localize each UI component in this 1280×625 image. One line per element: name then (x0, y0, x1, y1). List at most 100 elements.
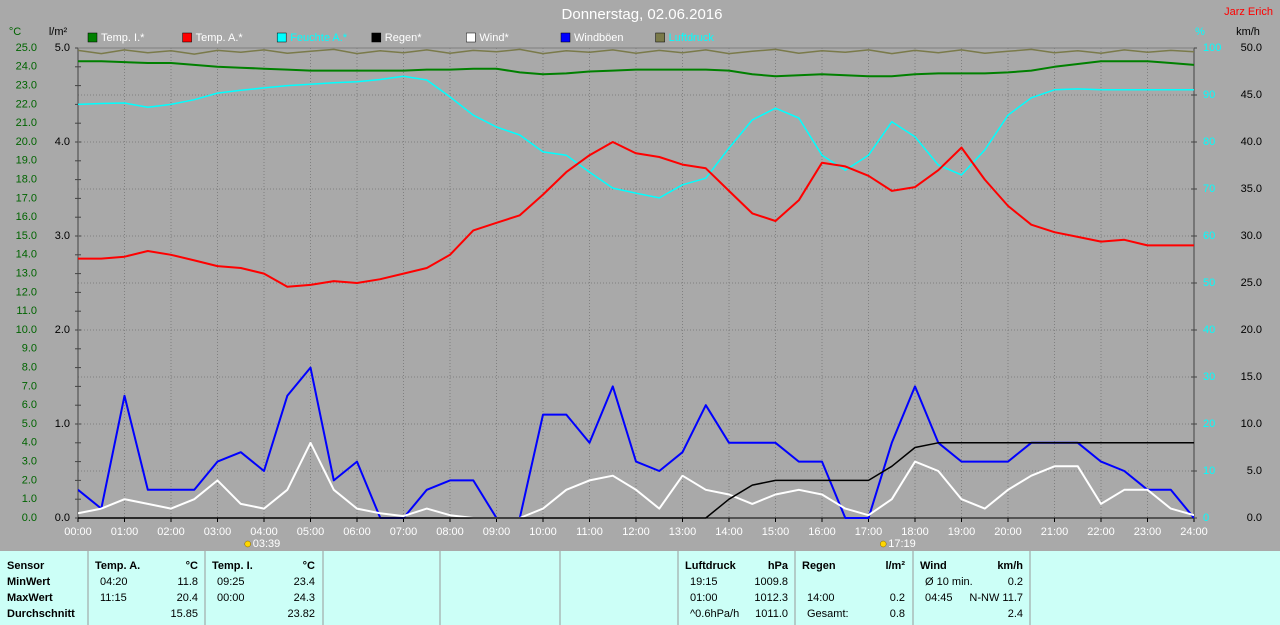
column-header: Wind (920, 560, 947, 572)
x-tick-label: 14:00 (715, 526, 743, 538)
y-tick-label: 21.0 (16, 117, 37, 129)
x-tick-label: 13:00 (669, 526, 697, 538)
x-tick-label: 07:00 (390, 526, 418, 538)
y-tick-label: 0.0 (55, 512, 70, 524)
x-tick-label: 17:00 (855, 526, 883, 538)
table-cell: 04:45 (925, 592, 953, 604)
table-cell: 1009.8 (754, 576, 788, 588)
series-line (78, 60, 1194, 78)
series-line (78, 366, 1194, 519)
table-cell: 1011.0 (755, 608, 788, 620)
column-unit: hPa (768, 560, 789, 572)
legend-label: Luftdruck (669, 32, 715, 44)
y-tick-label: 30 (1203, 371, 1215, 383)
table-cell: 00:00 (217, 592, 245, 604)
series-line (78, 75, 1194, 199)
table-cell: 23.4 (294, 576, 315, 588)
sun-marker (244, 540, 251, 548)
y-tick-label: 19.0 (16, 155, 37, 167)
x-tick-label: 18:00 (901, 526, 929, 538)
x-tick-label: 16:00 (808, 526, 836, 538)
y-tick-label: 1.0 (55, 418, 70, 430)
y-tick-label: 40.0 (1241, 136, 1262, 148)
table-cell: 15.85 (170, 608, 198, 620)
x-tick-label: 04:00 (250, 526, 278, 538)
y-tick-label: 90 (1203, 89, 1215, 101)
table-cell: 01:00 (690, 592, 718, 604)
legend-label: Feuchte A.* (290, 32, 348, 44)
y-tick-label: 5.0 (55, 42, 70, 54)
x-tick-label: 08:00 (436, 526, 464, 538)
table-cell: ^0.6hPa/h (690, 608, 739, 620)
x-tick-label: 06:00 (343, 526, 371, 538)
axis-unit: % (1195, 26, 1205, 38)
table-cell: 20.4 (177, 592, 198, 604)
legend-label: Windböen (574, 32, 624, 44)
column-unit: °C (186, 560, 198, 572)
y-tick-label: 7.0 (22, 380, 37, 392)
y-tick-label: 80 (1203, 136, 1215, 148)
y-tick-label: 20.0 (1241, 324, 1262, 336)
column-header: Regen (802, 560, 836, 572)
y-tick-label: 1.0 (22, 493, 37, 505)
legend-label: Regen* (385, 32, 422, 44)
x-tick-label: 10:00 (529, 526, 557, 538)
x-tick-label: 09:00 (483, 526, 511, 538)
table-cell: 0.8 (890, 608, 905, 620)
x-tick-label: 15:00 (762, 526, 790, 538)
table-cell: 2.4 (1008, 608, 1023, 620)
column-unit: °C (303, 560, 315, 572)
y-tick-label: 16.0 (16, 211, 37, 223)
y-tick-label: 10.0 (16, 324, 37, 336)
x-tick-label: 05:00 (297, 526, 325, 538)
x-tick-label: 20:00 (994, 526, 1022, 538)
sun-label: 17:19 (888, 538, 916, 550)
legend-swatch (182, 32, 192, 43)
series-line (78, 442, 1194, 519)
y-tick-label: 30.0 (1241, 230, 1262, 242)
table-cell: 23.82 (287, 608, 315, 620)
y-tick-label: 0.0 (1247, 512, 1262, 524)
y-tick-label: 23.0 (16, 80, 37, 92)
y-tick-label: 4.0 (22, 437, 37, 449)
y-tick-label: 50 (1203, 277, 1215, 289)
legend-swatch (655, 32, 665, 43)
y-tick-label: 100 (1203, 42, 1221, 54)
y-tick-label: 17.0 (16, 192, 37, 204)
axis-unit: °C (9, 26, 21, 38)
y-tick-label: 13.0 (16, 268, 37, 280)
chart-title: Donnerstag, 02.06.2016 (562, 6, 723, 23)
y-tick-label: 25.0 (1241, 277, 1262, 289)
legend-swatch (371, 32, 382, 43)
y-tick-label: 14.0 (16, 249, 37, 261)
author: Jarz Erich (1224, 6, 1273, 18)
table-cell: 24.3 (294, 592, 315, 604)
y-tick-label: 18.0 (16, 174, 37, 186)
y-tick-label: 11.0 (16, 305, 37, 317)
column-unit: km/h (997, 560, 1023, 572)
x-tick-label: 23:00 (1134, 526, 1162, 538)
y-tick-label: 20.0 (16, 136, 37, 148)
table-background (0, 551, 1280, 625)
table-cell: 11:15 (100, 592, 127, 604)
y-tick-label: 20 (1203, 418, 1215, 430)
x-tick-label: 21:00 (1041, 526, 1069, 538)
y-tick-label: 10 (1203, 465, 1215, 477)
y-tick-label: 4.0 (55, 136, 70, 148)
legend-swatch (276, 32, 287, 43)
column-header: Luftdruck (685, 560, 737, 572)
y-tick-label: 0.0 (22, 512, 37, 524)
x-tick-label: 02:00 (157, 526, 185, 538)
table-cell: 0.2 (890, 592, 905, 604)
sun-marker (879, 540, 887, 548)
y-tick-label: 2.0 (55, 324, 70, 336)
y-tick-label: 40 (1203, 324, 1215, 336)
table-cell: 19:15 (690, 576, 718, 588)
y-tick-label: 0 (1203, 512, 1209, 524)
legend-label: Temp. I.* (101, 32, 145, 44)
table-cell: Ø 10 min. (925, 576, 973, 588)
legend-label: Wind* (479, 32, 509, 44)
x-tick-label: 03:00 (204, 526, 232, 538)
legend-swatch (466, 32, 476, 43)
